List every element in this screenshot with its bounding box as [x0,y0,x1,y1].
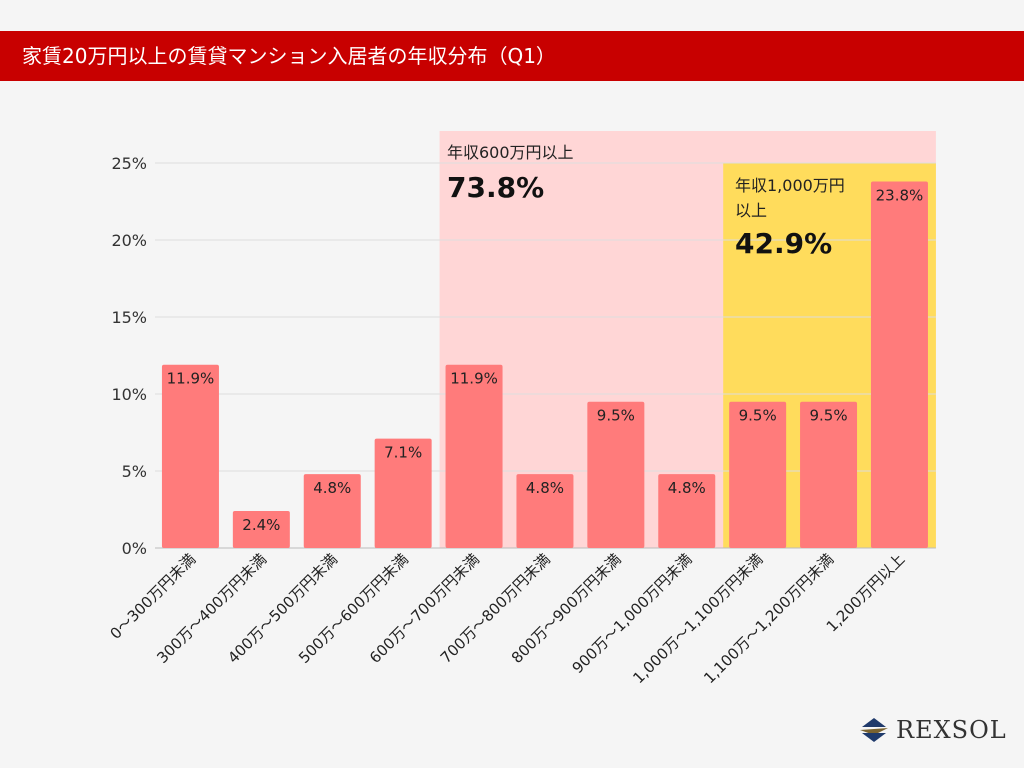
data-label: 4.8% [313,479,351,497]
data-label: 2.4% [242,516,280,534]
data-label: 9.5% [809,407,847,425]
data-label: 23.8% [876,186,924,204]
data-label: 9.5% [739,407,777,425]
page-title: 家賃20万円以上の賃貸マンション入居者の年収分布（Q1） [0,31,1024,81]
bar [800,401,858,548]
annotation-label: 年収1,000万円 [735,176,845,195]
data-label: 7.1% [384,444,422,462]
annotation-label: 年収600万円以上 [447,143,574,162]
data-label: 11.9% [450,370,498,388]
data-label: 4.8% [526,479,564,497]
bar [870,181,928,549]
bar [374,438,432,548]
bar [516,474,574,548]
y-tick-label: 5% [122,462,147,481]
annotation-value: 42.9% [735,227,832,260]
rexsol-logo: REXSOL [858,716,1007,744]
x-tick-label: 1,000万〜1,100万円未満 [629,550,766,687]
data-label: 4.8% [668,479,706,497]
bar [303,474,361,548]
annotation-label: 以上 [735,201,767,220]
bar [658,474,716,548]
y-tick-label: 0% [122,539,147,558]
bar [587,401,645,548]
x-tick-label: 1,100万〜1,200万円未満 [700,550,837,687]
annotation-value: 73.8% [447,171,544,204]
bar [161,364,219,548]
bar [445,364,503,548]
logo-text: REXSOL [896,716,1007,744]
data-label: 11.9% [167,370,215,388]
y-tick-label: 20% [111,231,147,250]
y-tick-label: 25% [111,154,147,173]
y-tick-label: 10% [111,385,147,404]
bar [232,511,290,548]
x-tick-label: 900万〜1,000万円未満 [569,550,696,677]
logo-icon [860,718,888,742]
data-label: 9.5% [597,407,635,425]
y-tick-label: 15% [111,308,147,327]
bar [729,401,787,548]
